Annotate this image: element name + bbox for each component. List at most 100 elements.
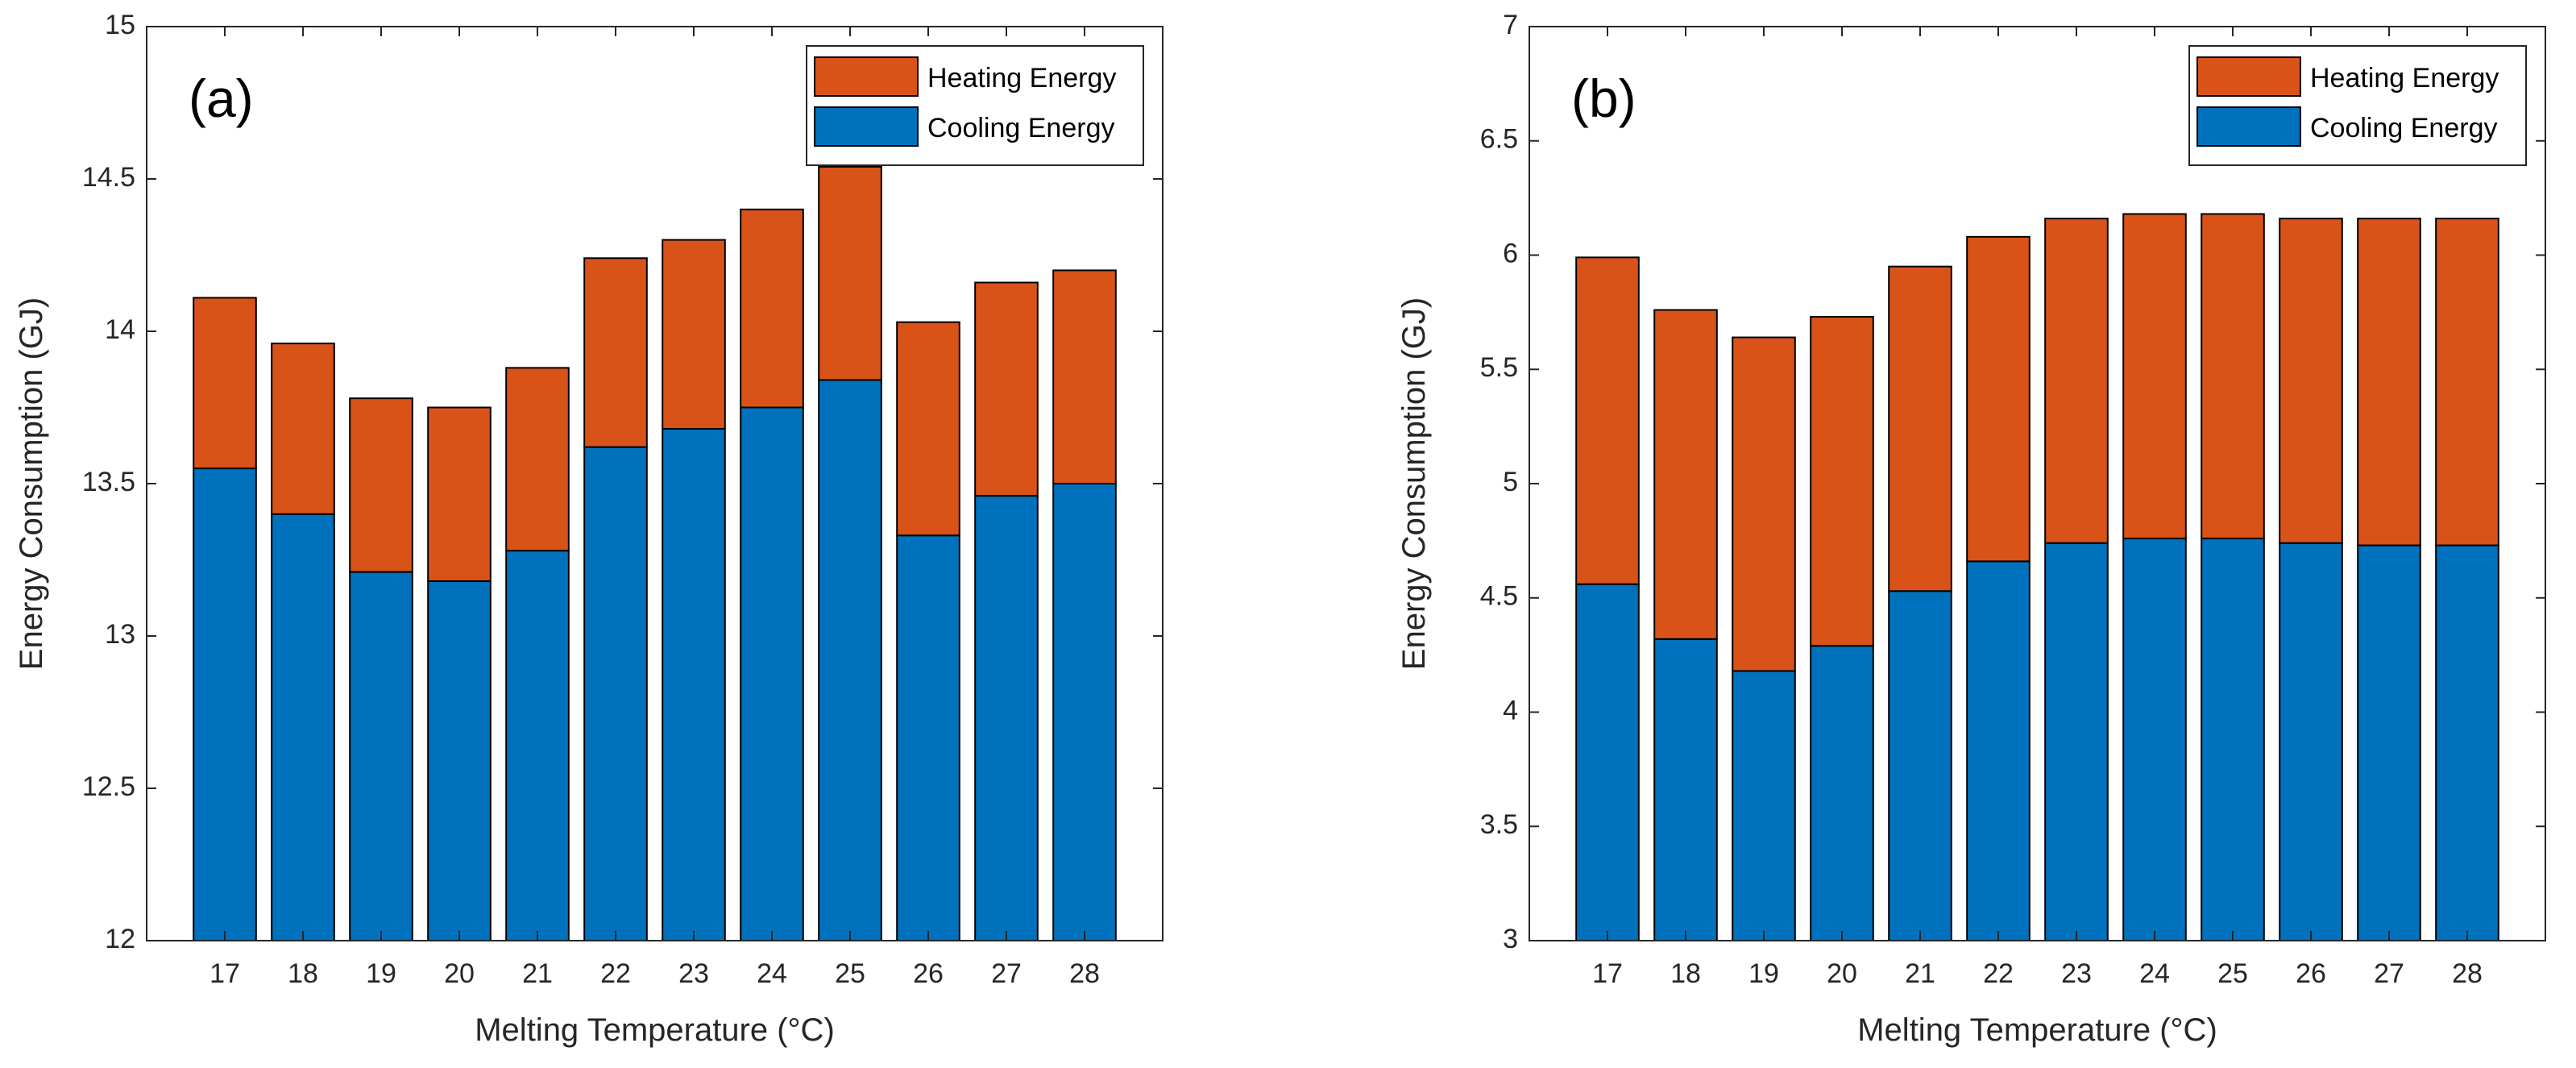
legend-heating-label: Heating Energy xyxy=(2310,63,2499,94)
x-tick-label: 28 xyxy=(2452,958,2483,989)
y-tick-label: 15 xyxy=(105,10,135,40)
cooling-bar-25 xyxy=(2201,538,2265,941)
cooling-bar-23 xyxy=(662,427,726,941)
panel-label: (b) xyxy=(1571,69,1636,128)
legend-heating-swatch xyxy=(2196,56,2301,97)
heating-bar-23 xyxy=(662,239,726,430)
cooling-bar-19 xyxy=(349,571,413,941)
x-tick-label: 28 xyxy=(1069,958,1100,989)
panel-a: 12 12.5 13 13.5 14 14.5 15 17 18 19 20 21 22 23 24 25 26… xyxy=(14,10,1164,1048)
x-tick-label: 25 xyxy=(835,958,865,989)
y-tick-label: 14 xyxy=(105,314,135,345)
heating-bar-22 xyxy=(583,257,648,448)
legend-heating-swatch xyxy=(814,56,919,97)
x-tick-label: 18 xyxy=(1670,958,1701,989)
legend-heating-label: Heating Energy xyxy=(927,63,1116,94)
legend-cooling-label: Cooling Energy xyxy=(2310,113,2497,143)
x-tick-label: 17 xyxy=(209,958,240,989)
cooling-bar-25 xyxy=(818,379,882,942)
cooling-bar-20 xyxy=(427,580,492,942)
cooling-bar-18 xyxy=(1653,638,1718,942)
heating-bar-24 xyxy=(740,208,804,409)
cooling-bar-21 xyxy=(505,550,570,941)
cooling-bar-19 xyxy=(1732,670,1796,941)
y-tick-label: 13.5 xyxy=(82,467,135,497)
panel-label: (a) xyxy=(189,69,254,128)
y-tick-label: 14.5 xyxy=(82,162,135,193)
x-tick-label: 22 xyxy=(1983,958,2014,989)
heating-bar-22 xyxy=(1966,235,2031,563)
panel-b: 3 3.5 4 4.5 5 5.5 6 6.5 7 17 18 19 20 21 22 23 24 25 26 27 2… xyxy=(1396,10,2546,1048)
y-tick-label: 4.5 xyxy=(1480,581,1518,612)
y-tick-label: 7 xyxy=(1503,10,1518,40)
cooling-bar-24 xyxy=(2122,538,2187,941)
heating-bar-24 xyxy=(2122,213,2187,540)
cooling-bar-28 xyxy=(1052,483,1117,941)
x-tick-label: 18 xyxy=(288,958,318,989)
cooling-bar-26 xyxy=(896,534,960,941)
y-axis-title: Energy Consumption (GJ) xyxy=(1396,297,1432,670)
x-tick-label: 20 xyxy=(444,958,475,989)
cooling-bar-28 xyxy=(2435,544,2499,941)
cooling-bar-26 xyxy=(2279,542,2343,942)
heating-bar-25 xyxy=(818,165,882,381)
x-tick-label: 27 xyxy=(2374,958,2404,989)
heating-bar-17 xyxy=(193,297,257,470)
y-tick-label: 5 xyxy=(1503,467,1518,497)
x-tick-label: 19 xyxy=(366,958,396,989)
x-tick-label: 25 xyxy=(2217,958,2248,989)
heating-bar-23 xyxy=(2044,218,2109,544)
x-tick-label: 24 xyxy=(757,958,787,989)
y-axis-title: Energy Consumption (GJ) xyxy=(14,297,49,670)
y-tick-label: 3.5 xyxy=(1480,809,1518,840)
heating-bar-26 xyxy=(896,321,960,537)
y-tick-label: 5.5 xyxy=(1480,352,1518,383)
x-tick-label: 26 xyxy=(2296,958,2326,989)
heating-bar-20 xyxy=(427,406,492,582)
cooling-bar-23 xyxy=(2044,542,2109,942)
heating-bar-21 xyxy=(505,367,570,552)
x-tick-label: 27 xyxy=(991,958,1022,989)
cooling-bar-27 xyxy=(2357,544,2421,941)
y-tick-label: 12 xyxy=(105,924,135,954)
heating-bar-17 xyxy=(1575,256,1640,585)
heating-bar-20 xyxy=(1810,316,1874,647)
cooling-bar-21 xyxy=(1888,590,1952,941)
x-axis-title: Melting Temperature (°C) xyxy=(1857,1012,2217,1048)
heating-bar-26 xyxy=(2279,218,2343,544)
cooling-bar-18 xyxy=(271,513,335,941)
x-tick-label: 23 xyxy=(2061,958,2092,989)
x-tick-label: 24 xyxy=(2139,958,2170,989)
cooling-bar-22 xyxy=(583,446,648,941)
x-tick-label: 17 xyxy=(1592,958,1623,989)
y-tick-label: 4 xyxy=(1503,695,1518,725)
y-tick-label: 3 xyxy=(1503,924,1518,954)
heating-bar-21 xyxy=(1888,265,1952,592)
cooling-bar-22 xyxy=(1966,560,2031,941)
x-tick-label: 20 xyxy=(1827,958,1857,989)
heating-bar-18 xyxy=(1653,309,1718,640)
heating-bar-28 xyxy=(2435,218,2499,546)
x-tick-label: 21 xyxy=(522,958,553,989)
x-tick-label: 23 xyxy=(678,958,709,989)
heating-bar-19 xyxy=(349,397,413,573)
legend-cooling-label: Cooling Energy xyxy=(927,113,1114,143)
x-axis-title: Melting Temperature (°C) xyxy=(475,1012,835,1048)
heating-bar-27 xyxy=(2357,218,2421,546)
cooling-bar-17 xyxy=(1575,583,1640,941)
legend-cooling-swatch xyxy=(814,106,919,147)
x-tick-label: 21 xyxy=(1905,958,1935,989)
cooling-bar-20 xyxy=(1810,645,1874,941)
x-tick-label: 26 xyxy=(913,958,944,989)
cooling-bar-17 xyxy=(193,468,257,941)
x-tick-label: 22 xyxy=(600,958,631,989)
heating-bar-28 xyxy=(1052,269,1117,484)
x-tick-label: 19 xyxy=(1748,958,1779,989)
cooling-bar-24 xyxy=(740,406,804,941)
heating-bar-27 xyxy=(974,281,1039,497)
legend-cooling-swatch xyxy=(2196,106,2301,147)
heating-bar-19 xyxy=(1732,336,1796,672)
heating-bar-18 xyxy=(271,343,335,515)
y-tick-label: 13 xyxy=(105,619,135,650)
